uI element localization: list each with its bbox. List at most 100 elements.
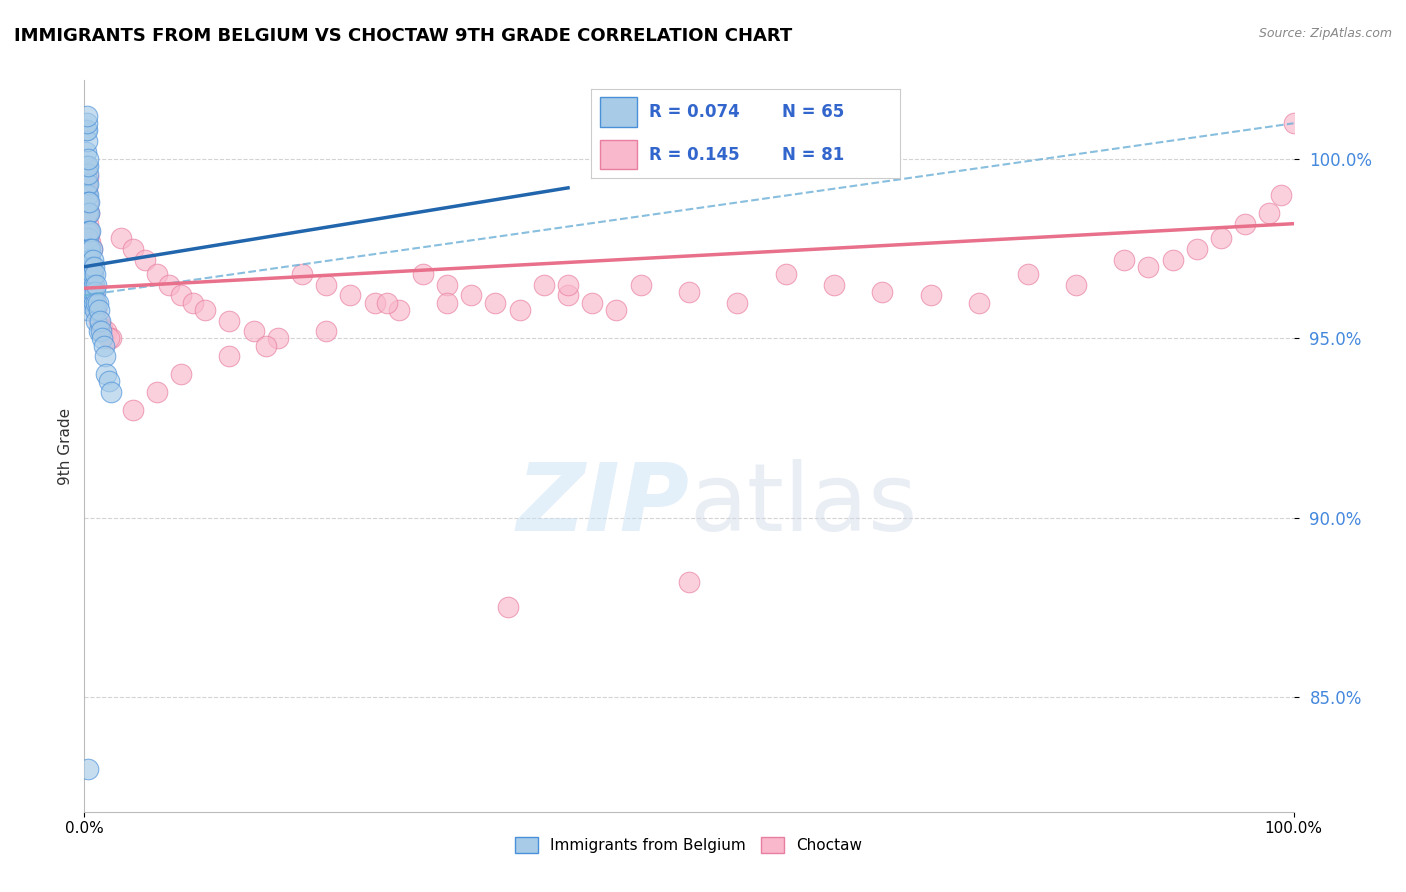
Point [82,285,104,299]
Point [93,338,115,352]
Text: R = 0.145: R = 0.145 [650,146,740,164]
Point [79,242,101,256]
Point [170,368,193,382]
Point [1017,267,1039,281]
Point [86,295,108,310]
Point [76,178,98,192]
Point [436,277,458,292]
Point [218,313,240,327]
Point [76,267,98,281]
Point [533,277,555,292]
Point [86,277,108,292]
Point [77,302,100,317]
Point [80,242,103,256]
Point [121,403,143,417]
Text: IMMIGRANTS FROM BELGIUM VS CHOCTAW 9TH GRADE CORRELATION CHART: IMMIGRANTS FROM BELGIUM VS CHOCTAW 9TH G… [14,27,793,45]
Point [82,252,104,267]
Point [79,224,101,238]
Point [84,295,107,310]
Text: Source: ZipAtlas.com: Source: ZipAtlas.com [1258,27,1392,40]
Point [315,277,337,292]
Point [315,324,337,338]
Point [84,285,107,299]
Point [86,302,108,317]
Point [75,123,97,137]
Point [77,167,100,181]
Point [77,217,100,231]
Text: ZIP: ZIP [516,458,689,550]
Point [82,267,104,281]
Point [218,350,240,364]
Point [79,252,101,267]
Point [291,267,314,281]
Point [157,277,180,292]
Point [146,267,169,281]
Legend: Immigrants from Belgium, Choctaw: Immigrants from Belgium, Choctaw [509,830,869,859]
Point [82,277,104,292]
Point [1137,260,1160,274]
Point [77,242,100,256]
Point [77,152,100,166]
Point [1270,188,1292,202]
Point [77,252,100,267]
Point [76,116,98,130]
Point [1234,217,1257,231]
Point [436,295,458,310]
Point [1185,242,1208,256]
Y-axis label: 9th Grade: 9th Grade [58,408,73,484]
Point [77,762,100,776]
Point [91,320,114,334]
Point [77,227,100,242]
Point [484,295,506,310]
Point [77,277,100,292]
Point [76,159,98,173]
Point [94,368,117,382]
Point [83,277,105,292]
Point [89,313,111,327]
Point [509,302,531,317]
Point [84,267,107,281]
Point [75,145,97,159]
Point [77,170,100,185]
Point [77,260,100,274]
Point [194,302,217,317]
Point [77,195,100,210]
Text: N = 81: N = 81 [782,146,845,164]
Point [77,206,100,220]
Point [775,267,797,281]
Point [496,600,519,615]
Point [83,295,105,310]
Point [967,295,990,310]
Point [581,295,603,310]
Point [76,224,98,238]
Point [83,260,105,274]
Point [110,231,132,245]
Point [94,324,117,338]
Point [1282,116,1305,130]
Point [77,206,100,220]
Point [77,159,100,173]
Point [77,188,100,202]
Point [86,295,108,310]
Point [170,288,193,302]
Point [363,295,385,310]
Point [87,313,110,327]
Point [75,170,97,185]
Point [339,288,361,302]
Point [76,242,98,256]
Point [77,242,100,256]
Point [678,285,700,299]
Point [77,178,100,192]
Point [77,277,100,292]
Point [77,206,100,220]
Point [86,313,108,327]
Point [77,242,100,256]
Point [76,206,98,220]
Point [77,231,100,245]
Point [76,181,98,195]
Point [80,242,103,256]
Point [823,277,845,292]
Point [267,331,290,345]
Point [920,288,942,302]
Point [77,295,100,310]
